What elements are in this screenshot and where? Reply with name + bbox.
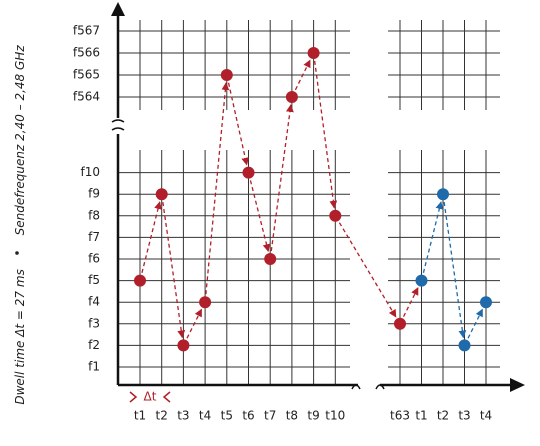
hop-point [242,166,255,179]
hop-arrow [314,60,338,209]
hop-point [307,47,320,59]
y-tick-label: f3 [88,316,100,330]
x-tick-label: t4 [199,409,211,423]
hop-arrow [270,104,294,252]
y-tick-label: f564 [73,90,100,104]
hop-arrow [186,308,203,339]
y-tick-label: f7 [88,230,100,244]
axes [110,2,525,392]
x-tick-label: t1 [415,409,427,423]
hop-arrow [467,308,484,339]
x-tick-label: t1 [134,409,146,423]
x-arrow [510,378,525,392]
hop-arrow [162,202,186,339]
hop-arrow [422,201,444,273]
hop-point [480,296,492,309]
x-tick-label: t8 [286,409,298,423]
y-tick-label: f8 [88,208,100,222]
y-label: Sendefrequenz 2,40 – 2,48 GHz [13,45,27,236]
hop-arrow [338,222,397,318]
y-tick-label: f6 [88,252,100,266]
axis-break-gap [110,118,126,134]
hop-point [394,317,406,330]
y-tick-label: f5 [88,273,100,287]
x-tick-label: t4 [480,409,492,423]
hop-point [220,69,233,81]
x-tick-label: t10 [325,409,345,423]
y-title: Dwell time Δt = 27 ms Sendefrequenz 2,40… [13,45,27,405]
axis-break [351,384,385,390]
hop-arrow [249,180,271,252]
hop-point [437,188,449,201]
y-tick-label: f1 [88,360,100,374]
hop-point [285,91,298,103]
hop-arrow [294,59,311,91]
y-tick-label: f10 [81,165,101,179]
hop-point [134,274,146,287]
y-tick-label: f567 [73,24,100,38]
note: Dwell time Δt = 27 ms [13,269,27,404]
x-tick-label: t6 [242,409,254,423]
hop-arrow [443,202,467,339]
x-tick-label: t2 [156,409,168,423]
hop-point [155,188,168,201]
x-tick-label: t5 [221,409,233,423]
interval-marker: Δt [129,390,171,404]
hop-point [177,339,190,352]
hop-arrow [141,201,162,273]
hop-point [264,253,277,265]
hop-arrow [402,287,419,317]
hop-point [329,209,342,222]
x-tick-label: t3 [458,409,470,423]
interval-label: Δt [144,390,157,404]
hop-arrow [227,82,250,166]
x-tick-label: t7 [264,409,276,423]
y-tick-label: f2 [88,338,100,352]
y-tick-label: f566 [73,46,100,60]
y-tick-label: f9 [88,187,100,201]
x-tick-label: t3 [177,409,189,423]
x-tick-label: t9 [307,409,319,423]
x-tick-label: t2 [437,409,449,423]
hop-point [415,274,428,287]
separator-dot [15,251,19,255]
x-tick-label: t63 [390,409,410,423]
axis-break [111,119,125,131]
hop-arrow [205,82,230,295]
y-arrow [111,2,125,16]
grid [118,20,500,385]
hop-point [199,296,212,309]
hop-point [458,339,471,352]
y-tick-label: f4 [88,295,100,309]
y-tick-label: f565 [73,68,100,82]
